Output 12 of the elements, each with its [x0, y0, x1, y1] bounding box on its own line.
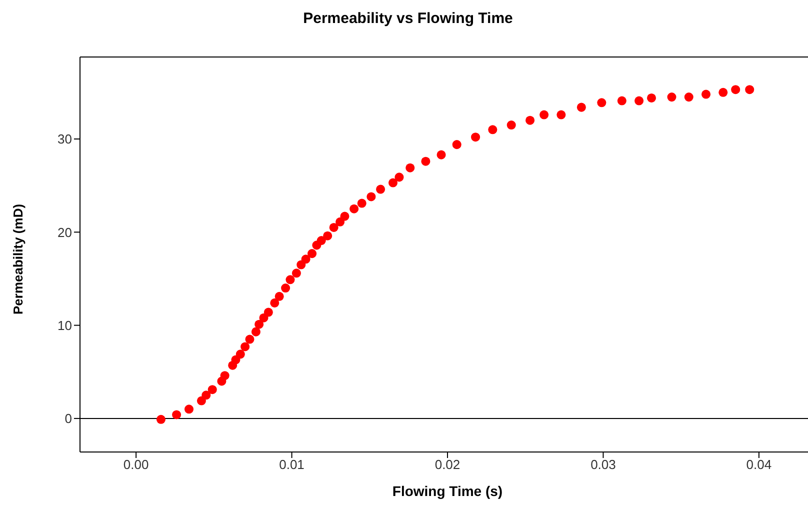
x-axis-title: Flowing Time (s): [392, 483, 503, 499]
x-tick-label: 0.00: [123, 457, 149, 472]
x-tick-label: 0.01: [279, 457, 304, 472]
chart-title: Permeability vs Flowing Time: [302, 9, 514, 29]
x-tick-label: 0.03: [590, 457, 616, 472]
y-axis-title: Permeability (mD): [10, 204, 26, 314]
x-tick-label: 0.04: [746, 457, 772, 472]
y-tick-label: 20: [58, 224, 72, 240]
y-tick-label: 30: [58, 132, 72, 147]
x-tick-label: 0.02: [434, 457, 460, 472]
y-tick-label: 10: [58, 318, 72, 333]
y-tick-label: 0: [64, 411, 72, 426]
